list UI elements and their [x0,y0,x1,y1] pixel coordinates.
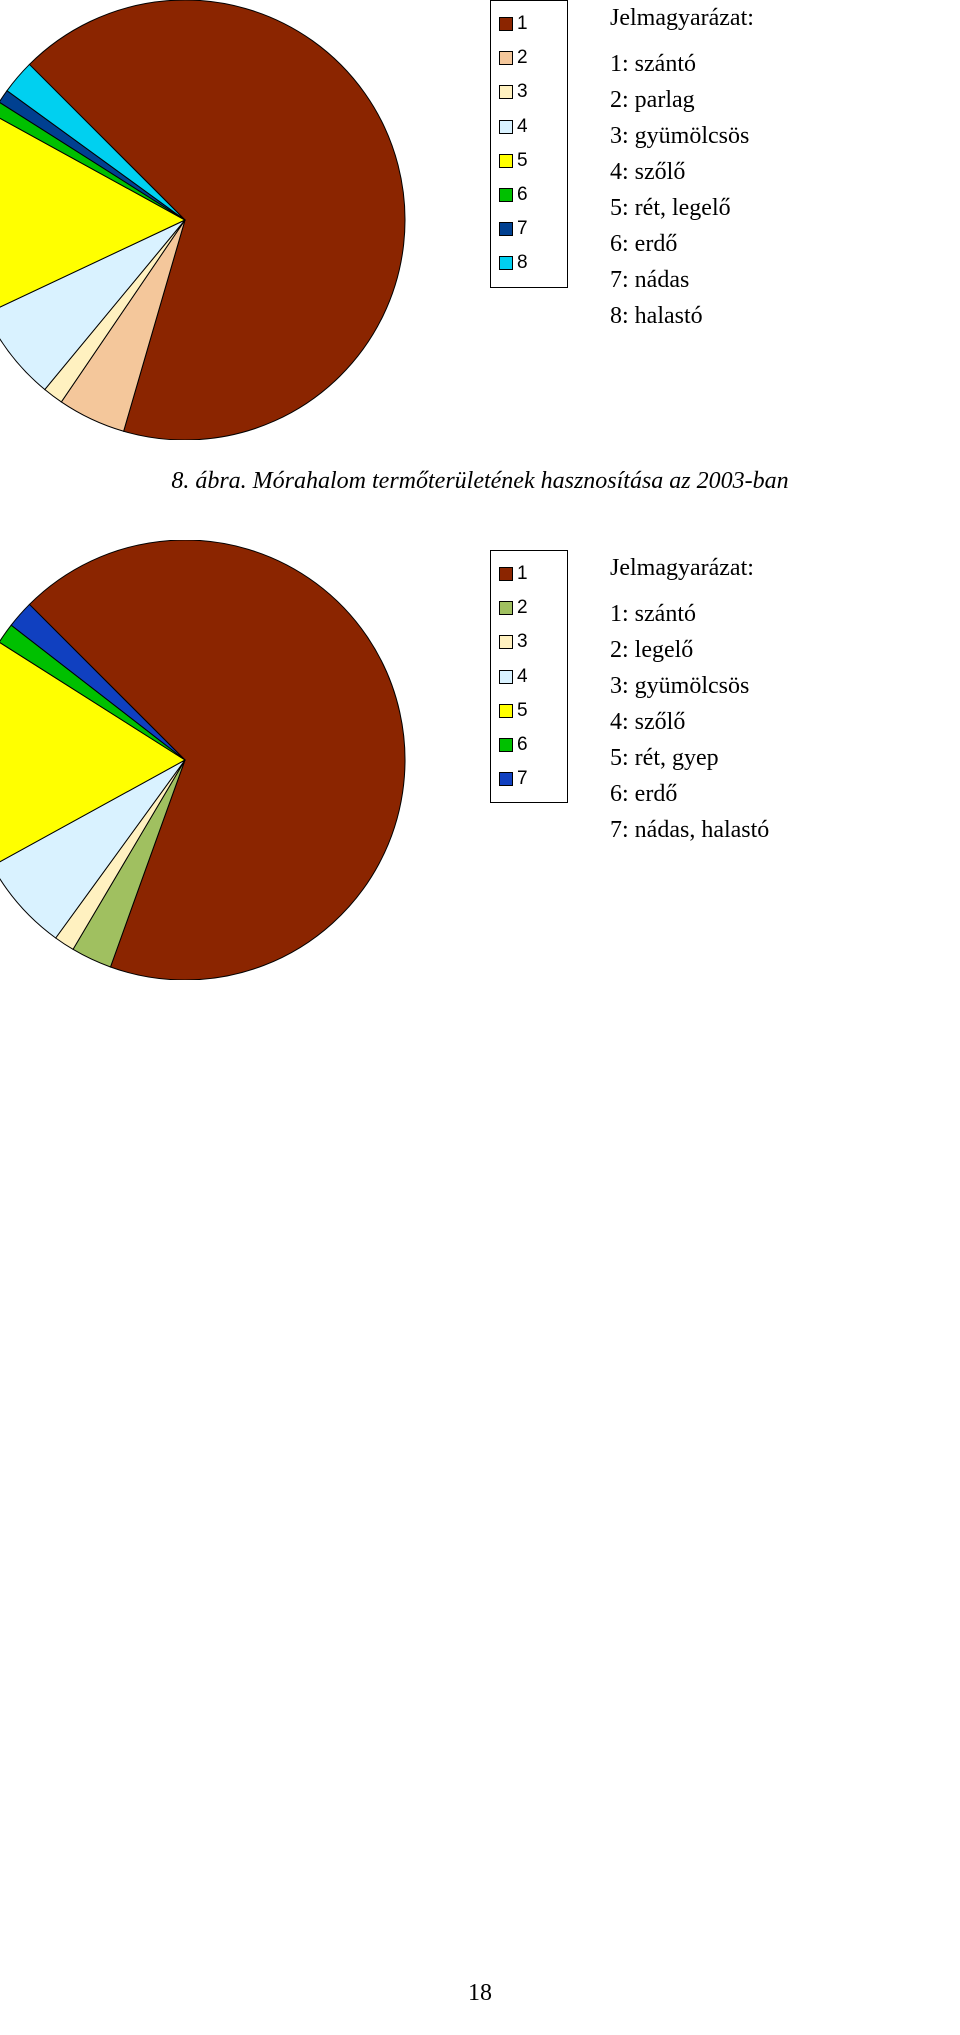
legend-number: 5 [517,694,528,728]
legend-explain-1: Jelmagyarázat: 1: szántó2: parlag3: gyüm… [610,0,754,334]
legend-line: 3: gyümölcsös [610,668,769,704]
legend-number: 7 [517,212,528,246]
legend-swatch [499,738,513,752]
legend-item: 7 [499,212,559,246]
legend-box-2: 1234567 [490,550,568,803]
legend-swatch [499,85,513,99]
legend-item: 5 [499,694,559,728]
legend-swatch [499,154,513,168]
figure-2: 1234567 Jelmagyarázat: 1: szántó2: legel… [0,540,960,980]
legend-swatch [499,256,513,270]
legend-line: 7: nádas, halastó [610,812,769,848]
page-number: 18 [0,1980,960,2007]
legend-number: 3 [517,75,528,109]
legend-number: 2 [517,591,528,625]
legend-swatch [499,188,513,202]
legend-item: 7 [499,762,559,796]
legend-item: 3 [499,625,559,659]
pie-chart-1 [0,0,415,445]
pie-svg-1 [0,0,415,440]
legend-line: 6: erdő [610,226,754,262]
legend-number: 6 [517,178,528,212]
legend-item: 2 [499,591,559,625]
legend-item: 3 [499,75,559,109]
figure-1: 12345678 Jelmagyarázat: 1: szántó2: parl… [0,0,960,440]
legend-line: 8: halastó [610,298,754,334]
legend-item: 5 [499,144,559,178]
legend-swatch [499,635,513,649]
legend-lines-2: 1: szántó2: legelő3: gyümölcsös4: szőlő5… [610,596,769,848]
legend-line: 7: nádas [610,262,754,298]
legend-line: 1: szántó [610,596,769,632]
legend-swatch [499,567,513,581]
legend-item: 2 [499,41,559,75]
legend-item: 6 [499,728,559,762]
legend-item: 4 [499,660,559,694]
legend-number: 5 [517,144,528,178]
legend-number: 1 [517,7,528,41]
legend-number: 1 [517,557,528,591]
legend-line: 2: parlag [610,82,754,118]
legend-item: 1 [499,557,559,591]
legend-box-1: 12345678 [490,0,568,288]
legend-line: 5: rét, gyep [610,740,769,776]
legend-line: 4: szőlő [610,704,769,740]
legend-number: 4 [517,660,528,694]
legend-number: 2 [517,41,528,75]
legend-line: 4: szőlő [610,154,754,190]
legend-number: 7 [517,762,528,796]
legend-line: 6: erdő [610,776,769,812]
pie-chart-2 [0,540,415,985]
legend-item: 1 [499,7,559,41]
legend-line: 5: rét, legelő [610,190,754,226]
legend-swatch [499,51,513,65]
legend-swatch [499,120,513,134]
legend-swatch [499,222,513,236]
legend-title-1: Jelmagyarázat: [610,0,754,36]
legend-swatch [499,704,513,718]
legend-number: 3 [517,625,528,659]
legend-item: 8 [499,246,559,280]
figure-caption: 8. ábra. Mórahalom termőterületének hasz… [0,468,960,495]
legend-swatch [499,670,513,684]
legend-title-2: Jelmagyarázat: [610,550,769,586]
legend-line: 1: szántó [610,46,754,82]
legend-line: 3: gyümölcsös [610,118,754,154]
pie-svg-2 [0,540,415,980]
legend-swatch [499,17,513,31]
legend-number: 4 [517,110,528,144]
legend-number: 8 [517,246,528,280]
legend-number: 6 [517,728,528,762]
legend-item: 4 [499,110,559,144]
legend-line: 2: legelő [610,632,769,668]
legend-explain-2: Jelmagyarázat: 1: szántó2: legelő3: gyüm… [610,550,769,848]
legend-swatch [499,601,513,615]
legend-item: 6 [499,178,559,212]
page: 12345678 Jelmagyarázat: 1: szántó2: parl… [0,0,960,2035]
legend-lines-1: 1: szántó2: parlag3: gyümölcsös4: szőlő5… [610,46,754,334]
legend-swatch [499,772,513,786]
